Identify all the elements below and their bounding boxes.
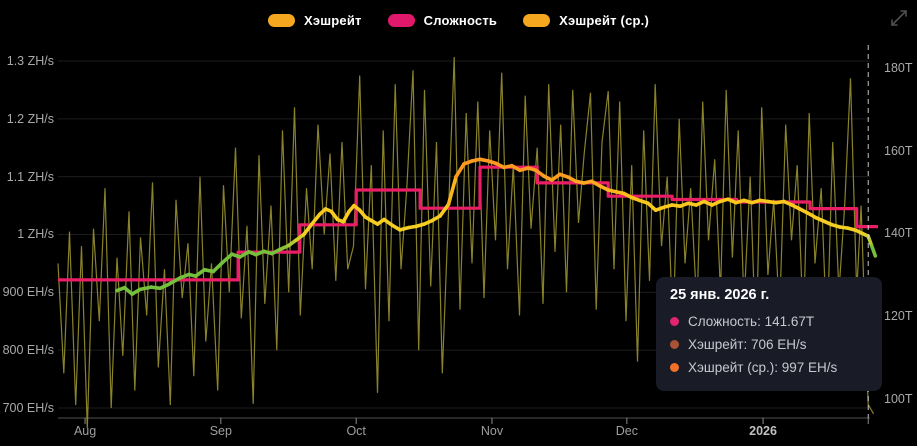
- y-axis-label-left: 700 EH/s: [2, 400, 54, 415]
- tooltip-date: 25 янв. 2026 г.: [670, 287, 770, 303]
- hashrate-raw-line: [57, 56, 875, 429]
- y-axis-label-right: 120T: [884, 309, 913, 324]
- x-axis-label-oct: Oct: [346, 424, 366, 438]
- x-axis-label-aug: Aug: [73, 424, 97, 438]
- tooltip: 25 янв. 2026 г. Сложность: 141.67T Хэшре…: [656, 277, 882, 391]
- y-axis-label-right: 100T: [884, 392, 913, 407]
- y-axis-label-left: 1.1 ZH/s: [6, 169, 54, 184]
- y-axis-label-left: 900 EH/s: [2, 285, 54, 300]
- y-axis-label-right: 140T: [884, 226, 913, 241]
- y-axis-label-left: 1 ZH/s: [17, 227, 54, 242]
- difficulty-line: [58, 165, 878, 282]
- tooltip-row-hashrate-avg: Хэшрейт (ср.): 997 EH/s: [670, 356, 868, 379]
- difficulty-dot-icon: [670, 317, 679, 326]
- tooltip-row-difficulty: Сложность: 141.67T: [670, 310, 868, 333]
- y-axis-label-left: 800 EH/s: [2, 343, 54, 358]
- x-axis-label-sep: Sep: [209, 424, 232, 438]
- tooltip-row-hashrate: Хэшрейт: 706 EH/s: [670, 333, 868, 356]
- x-axis-label-nov: Nov: [480, 424, 504, 438]
- hashrate-dot-icon: [670, 340, 679, 349]
- tooltip-difficulty-value: Сложность: 141.67T: [688, 314, 815, 329]
- hashrate-avg-line: [115, 157, 878, 296]
- y-axis-label-left: 1.2 ZH/s: [6, 111, 54, 126]
- x-axis-label-2026: 2026: [749, 424, 777, 438]
- tooltip-hashrate-value: Хэшрейт: 706 EH/s: [688, 337, 807, 352]
- y-axis-label-right: 160T: [884, 143, 913, 158]
- tooltip-hashrate-avg-value: Хэшрейт (ср.): 997 EH/s: [688, 360, 838, 375]
- y-axis-label-left: 1.3 ZH/s: [6, 54, 54, 68]
- x-axis-label-dec: Dec: [615, 424, 638, 438]
- y-axis-label-right: 180T: [884, 60, 913, 75]
- hashrate-avg-dot-icon: [670, 363, 679, 372]
- expand-icon[interactable]: [888, 7, 910, 29]
